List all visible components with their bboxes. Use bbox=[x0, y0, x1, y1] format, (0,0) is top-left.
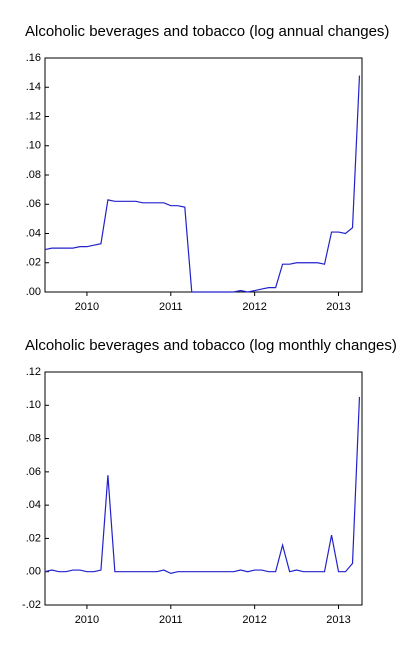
x-tick-label: 2012 bbox=[242, 614, 266, 626]
data-line bbox=[44, 396, 361, 575]
chart-title: Alcoholic beverages and tobacco (log ann… bbox=[25, 23, 389, 40]
y-tick-label: .08 bbox=[26, 169, 41, 181]
y-tick-label: -.02 bbox=[22, 599, 41, 611]
x-tick-label: 2012 bbox=[242, 301, 266, 313]
y-tick-label: .06 bbox=[26, 466, 41, 478]
data-line bbox=[44, 75, 361, 293]
y-tick-label: .12 bbox=[26, 110, 41, 122]
chart-title: Alcoholic beverages and tobacco (log mon… bbox=[25, 337, 397, 354]
x-tick-label: 2010 bbox=[75, 301, 99, 313]
y-tick-label: .02 bbox=[26, 532, 41, 544]
x-tick-label: 2013 bbox=[326, 301, 350, 313]
plot-frame bbox=[44, 57, 363, 293]
y-tick-label: .14 bbox=[26, 81, 41, 93]
x-tick-label: 2013 bbox=[326, 614, 350, 626]
y-tick-label: .04 bbox=[26, 499, 41, 511]
y-tick-label: .04 bbox=[26, 227, 41, 239]
y-tick-label: .00 bbox=[26, 566, 41, 578]
plot-frame bbox=[44, 371, 363, 606]
y-tick-label: .00 bbox=[26, 286, 41, 298]
y-tick-label: .08 bbox=[26, 432, 41, 444]
y-tick-label: .02 bbox=[26, 257, 41, 269]
y-tick-label: .12 bbox=[26, 366, 41, 378]
x-tick-label: 2011 bbox=[159, 614, 183, 626]
y-tick-label: .10 bbox=[26, 140, 41, 152]
y-tick-label: .06 bbox=[26, 198, 41, 210]
y-tick-label: .16 bbox=[26, 52, 41, 64]
x-tick-label: 2010 bbox=[75, 614, 99, 626]
y-tick-label: .10 bbox=[26, 399, 41, 411]
x-tick-label: 2011 bbox=[159, 301, 183, 313]
